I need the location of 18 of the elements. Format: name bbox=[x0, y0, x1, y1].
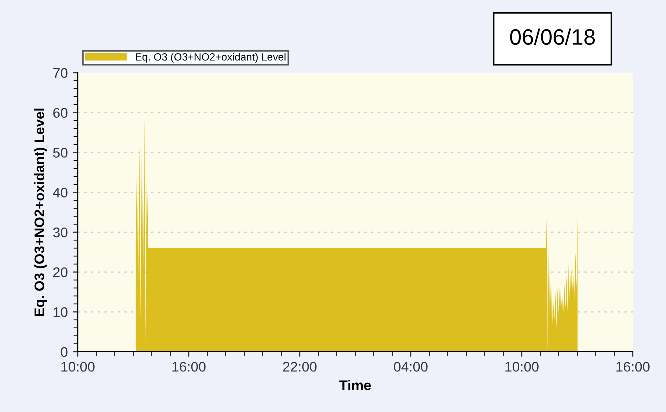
y-tick-label: 20 bbox=[54, 268, 68, 278]
y-tick-label: 70 bbox=[54, 68, 68, 78]
x-tick-label: 16:00 bbox=[616, 362, 650, 372]
y-tick-label: 40 bbox=[53, 188, 68, 198]
y-tick-label: 60 bbox=[54, 108, 68, 118]
x-tick-label: 04:00 bbox=[394, 362, 428, 372]
x-tick-label: 16:00 bbox=[172, 362, 206, 372]
y-axis-title: Eq. O3 (O3+NO2+oxidant) Level bbox=[34, 108, 48, 316]
x-tick-label: 22:00 bbox=[283, 362, 317, 372]
x-tick-label: 10:00 bbox=[506, 362, 539, 372]
y-tick-label: 0 bbox=[61, 347, 68, 358]
y-tick-label: 50 bbox=[53, 148, 68, 158]
y-tick-label: 10 bbox=[54, 307, 68, 318]
x-tick-label: 10:00 bbox=[62, 362, 95, 372]
y-tick-label: 30 bbox=[53, 228, 68, 238]
legend-label: Eq. O3 (O3+NO2+oxidant) Level bbox=[136, 53, 286, 63]
text: 06/06/18 bbox=[510, 28, 596, 46]
x-axis-title: Time bbox=[340, 380, 372, 390]
